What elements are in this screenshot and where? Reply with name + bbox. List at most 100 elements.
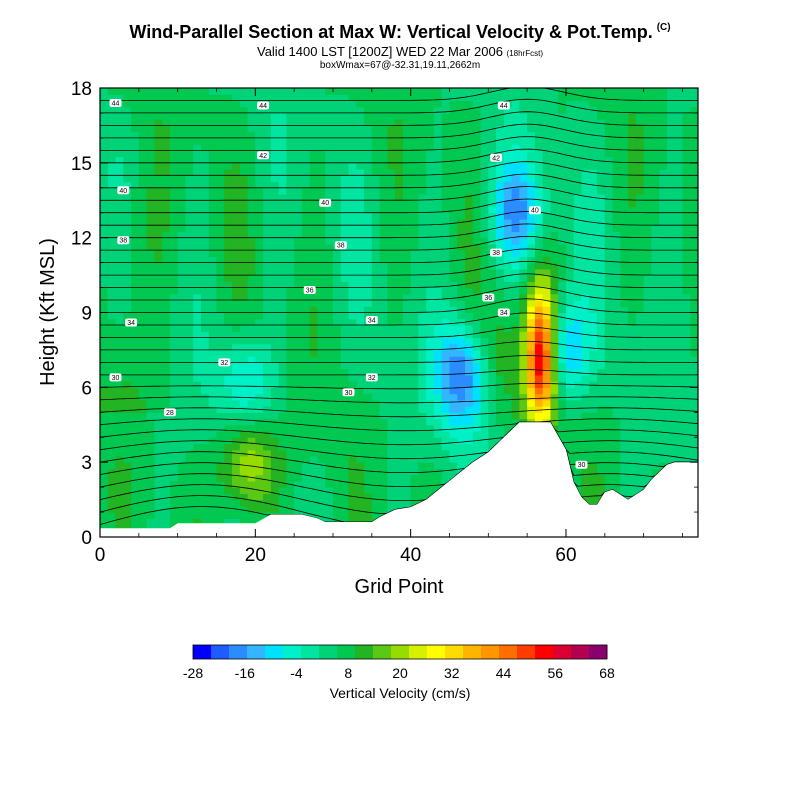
velocity-cell [200, 131, 210, 139]
velocity-cell [301, 306, 311, 314]
velocity-cell [387, 187, 396, 195]
velocity-cell [255, 287, 264, 295]
velocity-cell [597, 262, 606, 270]
velocity-cell [301, 487, 311, 494]
velocity-cell [301, 156, 311, 164]
velocity-cell [107, 424, 117, 432]
velocity-cell [301, 119, 311, 127]
velocity-cell [177, 324, 187, 332]
velocity-cell [216, 268, 225, 276]
velocity-cell [270, 318, 280, 326]
velocity-cell [146, 512, 155, 519]
velocity-cell [457, 225, 466, 233]
velocity-cell [286, 94, 295, 102]
velocity-cell [410, 349, 420, 357]
velocity-cell [348, 94, 357, 102]
velocity-cell [177, 125, 187, 133]
velocity-cell [496, 268, 505, 276]
velocity-cell [224, 156, 233, 164]
velocity-cell [387, 399, 396, 407]
velocity-cell [433, 306, 443, 314]
velocity-cell [573, 212, 583, 220]
velocity-cell [216, 200, 225, 208]
velocity-cell [519, 137, 528, 145]
velocity-cell [154, 524, 163, 532]
velocity-cell [402, 225, 412, 233]
velocity-cell [317, 218, 326, 226]
velocity-cell [418, 300, 427, 307]
velocity-cell [356, 281, 365, 289]
velocity-cell [138, 187, 148, 195]
velocity-cell [107, 131, 117, 139]
velocity-cell [154, 106, 163, 114]
velocity-cell [573, 181, 583, 189]
velocity-cell [364, 499, 373, 507]
velocity-cell [527, 312, 536, 320]
velocity-cell [379, 181, 388, 189]
velocity-cell [107, 243, 117, 251]
velocity-cell [263, 250, 272, 257]
velocity-cell [169, 468, 179, 476]
velocity-cell [263, 362, 272, 370]
velocity-cell [146, 137, 155, 145]
velocity-cell [286, 337, 295, 345]
velocity-cell [465, 337, 474, 345]
velocity-cell [519, 318, 528, 326]
velocity-cell [496, 131, 505, 139]
velocity-cell [534, 393, 544, 401]
velocity-cell [387, 231, 396, 239]
velocity-cell [239, 406, 249, 413]
velocity-cell [216, 349, 225, 357]
velocity-cell [480, 393, 489, 401]
velocity-cell [348, 349, 357, 357]
velocity-cell [604, 399, 614, 407]
velocity-cell [371, 256, 381, 264]
velocity-cell [418, 218, 427, 226]
velocity-cell [480, 399, 489, 407]
velocity-cell [441, 268, 451, 276]
velocity-cell [433, 455, 443, 463]
velocity-cell [107, 231, 117, 239]
velocity-cell [325, 119, 334, 127]
velocity-cell [364, 399, 373, 407]
velocity-cell [364, 480, 373, 488]
velocity-cell [131, 231, 140, 239]
velocity-cell [472, 424, 482, 432]
velocity-cell [426, 424, 435, 432]
velocity-cell [107, 418, 117, 426]
velocity-cell [441, 131, 451, 139]
velocity-cell [542, 206, 552, 214]
velocity-cell [154, 156, 163, 164]
velocity-cell [107, 175, 117, 183]
velocity-cell [395, 474, 404, 482]
velocity-cell [131, 250, 140, 257]
velocity-cell [558, 300, 567, 307]
velocity-cell [263, 337, 272, 345]
velocity-cell [410, 156, 420, 164]
velocity-cell [589, 300, 598, 307]
velocity-cell [465, 275, 474, 282]
velocity-cell [348, 250, 357, 257]
velocity-cell [542, 312, 552, 320]
velocity-cell [433, 212, 443, 220]
velocity-cell [224, 237, 233, 245]
velocity-cell [589, 381, 598, 388]
velocity-cell [123, 368, 132, 376]
velocity-cell [628, 474, 637, 482]
velocity-cell [387, 268, 396, 276]
velocity-cell [100, 175, 109, 183]
velocity-cell [115, 318, 124, 326]
velocity-cell [364, 106, 373, 114]
velocity-cell [573, 455, 583, 463]
velocity-cell [550, 262, 559, 270]
velocity-cell [628, 406, 637, 413]
velocity-cell [612, 324, 621, 332]
velocity-cell [371, 175, 381, 183]
velocity-cell [402, 324, 412, 332]
velocity-cell [131, 156, 140, 164]
velocity-cell [534, 337, 544, 345]
velocity-cell [371, 418, 381, 426]
velocity-cell [278, 287, 287, 295]
velocity-cell [270, 480, 280, 488]
velocity-cell [309, 194, 319, 201]
